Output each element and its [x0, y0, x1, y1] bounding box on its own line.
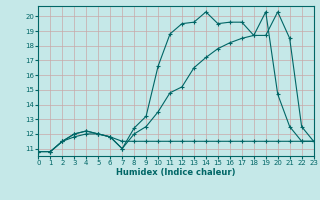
X-axis label: Humidex (Indice chaleur): Humidex (Indice chaleur) [116, 168, 236, 177]
